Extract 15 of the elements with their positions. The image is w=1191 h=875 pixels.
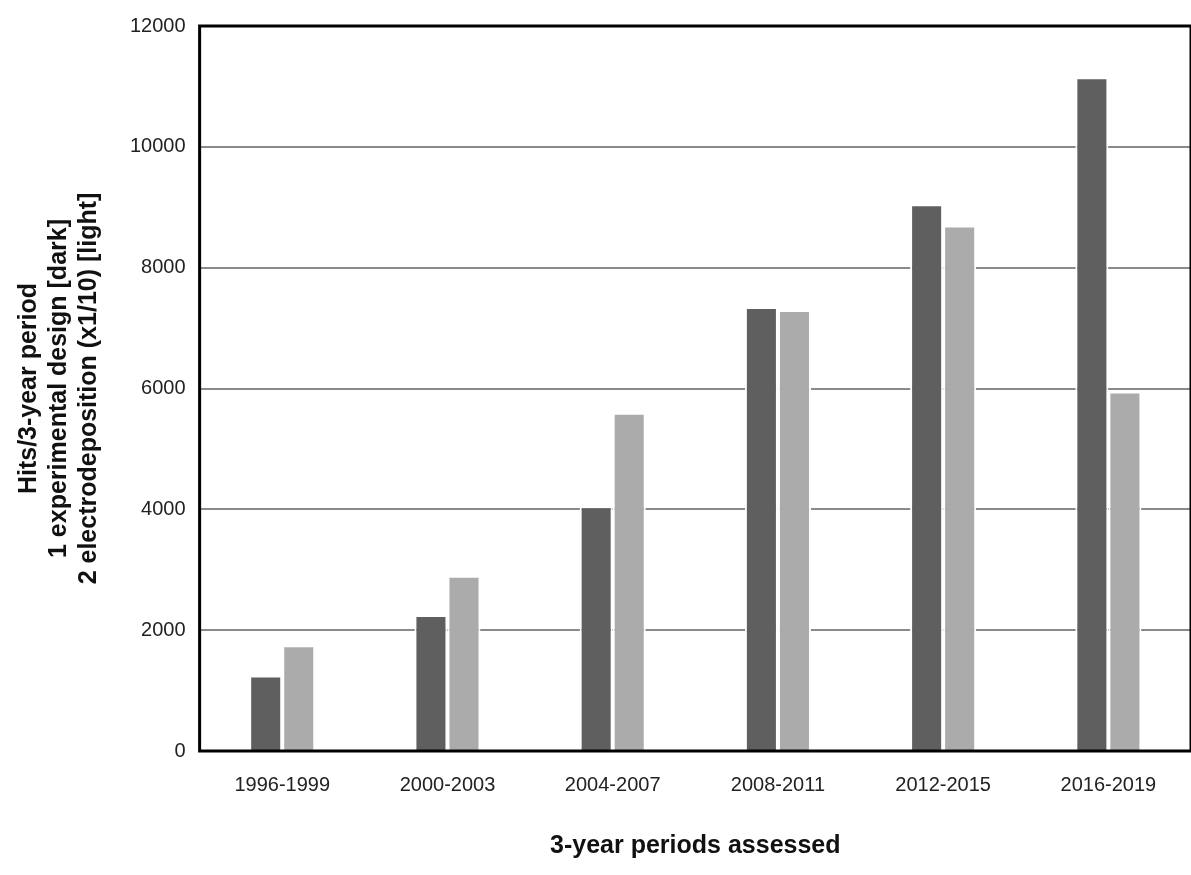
x-tick-label: 2000-2003 (399, 772, 496, 795)
x-tick-label: 1996-1999 (234, 772, 331, 795)
x-tick-label: 2016-2019 (1060, 772, 1157, 795)
y-tick-label: 10000 (129, 134, 186, 157)
x-tick-label: 2008-2011 (730, 772, 826, 795)
y-tick-label: 8000 (141, 255, 186, 278)
y-tick-label: 12000 (129, 13, 186, 36)
x-tick-label: 2004-2007 (564, 772, 661, 795)
y-tick-label: 2000 (141, 617, 186, 640)
y-tick-label: 4000 (141, 496, 186, 519)
y-tick-label: 0 (174, 738, 186, 761)
y-axis-title: Hits/3-year period 1 experimental design [dark] 2 electrodeposition (x1/10) [light] (12, 192, 101, 585)
x-tick-label: 2012-2015 (895, 772, 991, 795)
y-tick-label: 6000 (141, 376, 186, 399)
x-axis-title: 3-year periods assessed (550, 829, 841, 858)
